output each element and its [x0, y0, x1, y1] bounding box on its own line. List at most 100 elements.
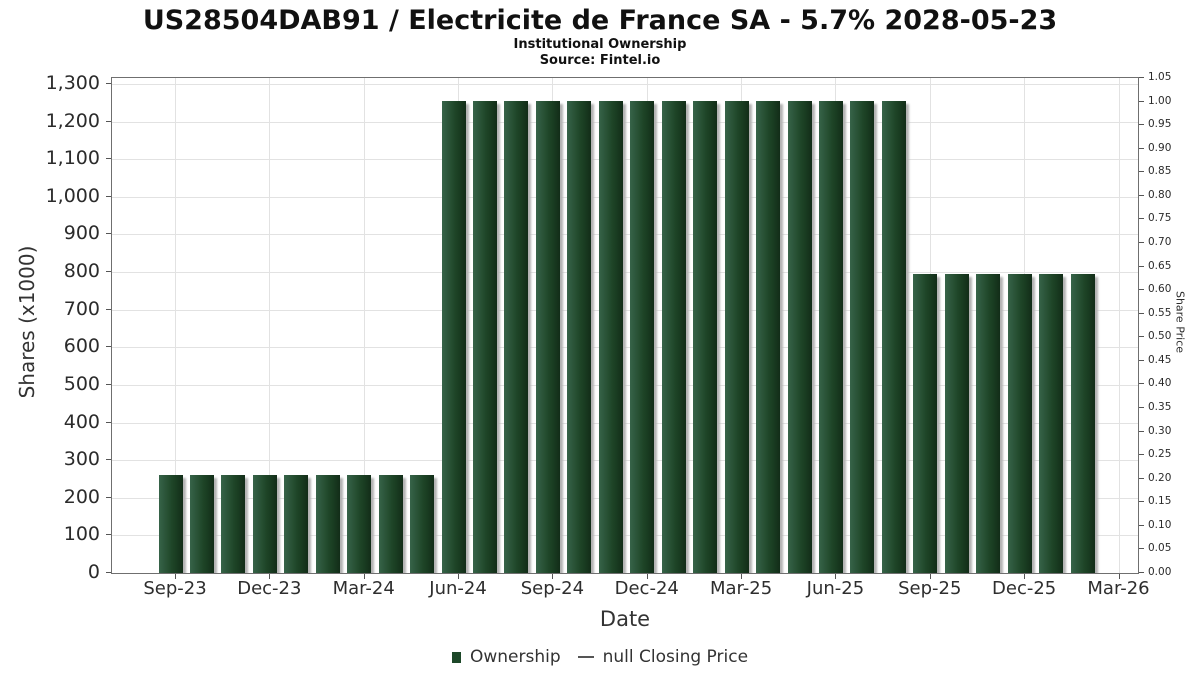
y2-axis-tick: [1139, 383, 1144, 385]
grid-line-horizontal: [112, 159, 1138, 161]
grid-line-horizontal: [112, 460, 1138, 462]
y2-axis-tick: [1139, 124, 1144, 126]
y-tick-label: 500: [63, 372, 100, 395]
ownership-bar: [158, 475, 183, 573]
x-tick-label: Jun-25: [806, 578, 865, 599]
grid-line-vertical: [175, 78, 176, 573]
y2-axis-tick: [1139, 454, 1144, 456]
ownership-bar: [189, 475, 214, 573]
y-axis-tick: [106, 421, 111, 423]
x-axis-tick: [175, 574, 176, 579]
ownership-bar: [976, 273, 1001, 573]
y2-axis-tick: [1139, 359, 1144, 361]
y2-axis-tick: [1139, 548, 1144, 550]
ownership-bar: [473, 100, 497, 573]
x-tick-label: Mar-26: [1087, 578, 1150, 599]
ownership-bar: [850, 100, 875, 573]
grid-line-vertical: [269, 78, 271, 573]
y2-tick-label: 0.10: [1148, 518, 1172, 531]
x-tick-label: Dec-25: [992, 578, 1057, 599]
ownership-bar: [504, 100, 529, 573]
grid-line-horizontal: [112, 497, 1138, 499]
y-axis-tick: [106, 383, 111, 385]
y2-axis-tick: [1139, 100, 1144, 102]
y2-axis-tick: [1139, 572, 1144, 573]
x-axis-tick: [458, 574, 460, 579]
y2-axis-tick: [1139, 194, 1144, 196]
y-axis-tick: [106, 83, 111, 85]
y2-tick-label: 0.35: [1148, 401, 1172, 413]
x-axis-tick: [1024, 574, 1026, 579]
x-tick-label: Dec-24: [614, 578, 679, 599]
y2-tick-label: 0.90: [1148, 141, 1172, 154]
plot-area: [111, 77, 1139, 574]
y-tick-label: 100: [63, 523, 100, 546]
grid-line-horizontal: [112, 535, 1138, 537]
ownership-bar: [284, 475, 309, 573]
y2-tick-label: 0.95: [1148, 118, 1172, 131]
y2-tick-label: 0.60: [1148, 283, 1172, 296]
ownership-bar: [535, 100, 560, 573]
y2-tick-label: 0.05: [1148, 542, 1172, 555]
y-axis-tick: [106, 534, 111, 536]
x-axis-tick: [552, 574, 554, 579]
y2-tick-label: 0.70: [1148, 236, 1172, 248]
ownership-bar: [378, 475, 403, 573]
y-axis-tick: [106, 572, 111, 573]
y2-tick-label: 0.75: [1148, 212, 1172, 225]
ownership-bar: [1039, 273, 1064, 573]
y-tick-label: 200: [63, 485, 100, 508]
chart-title: US28504DAB91 / Electricite de France SA …: [142, 5, 1058, 36]
y-tick-label: 300: [63, 448, 100, 471]
grid-line-vertical: [363, 78, 365, 573]
y-tick-label: 800: [63, 260, 100, 283]
y-tick-label: 700: [63, 297, 100, 320]
y-tick-label: 1,300: [45, 72, 100, 95]
x-tick-label: Dec-23: [237, 578, 302, 599]
ownership-bar: [252, 475, 277, 573]
ownership-bar: [598, 100, 623, 573]
legend: Ownership null Closing Price: [0, 644, 1200, 670]
ownership-bar: [567, 100, 592, 573]
chart-subtitle: Institutional Ownership: [513, 37, 687, 52]
x-axis-tick: [363, 574, 365, 579]
x-tick-label: Sep-24: [520, 578, 585, 599]
y-axis-tick: [106, 120, 111, 122]
y2-axis-tick: [1139, 218, 1144, 220]
y-axis-tick: [106, 459, 111, 461]
y-axis-tick: [106, 195, 111, 197]
y-axis-tick: [106, 271, 111, 273]
ownership-bar: [347, 475, 372, 573]
x-tick-label: Mar-25: [709, 578, 773, 599]
x-tick-label: Jun-24: [429, 578, 487, 599]
grid-line-horizontal: [112, 309, 1138, 311]
y2-tick-label: 0.65: [1148, 259, 1172, 272]
y2-tick-label: 0.50: [1148, 330, 1172, 343]
y-axis-tick: [106, 233, 111, 235]
y2-tick-label: 0.45: [1148, 353, 1172, 366]
y2-axis-tick: [1139, 501, 1144, 503]
ownership-bar: [693, 100, 718, 573]
chart-source-label: Source: Fintel.io: [539, 53, 661, 68]
y2-tick-label: 0.55: [1148, 306, 1172, 319]
y2-axis-tick: [1139, 289, 1144, 291]
y2-tick-label: 0.30: [1148, 424, 1172, 437]
y-tick-label: 1,200: [45, 109, 100, 132]
y2-tick-label: 0.40: [1148, 377, 1172, 390]
x-tick-label: Mar-24: [332, 578, 395, 599]
grid-line-horizontal: [112, 272, 1138, 274]
y-axis-tick: [106, 308, 111, 310]
legend-ownership-marker-icon: [451, 651, 461, 663]
grid-line-horizontal: [112, 121, 1138, 123]
y-axis-tick: [106, 496, 111, 498]
ownership-bar: [913, 273, 938, 573]
x-axis-tick: [835, 574, 837, 579]
grid-line-horizontal: [112, 196, 1138, 198]
y2-tick-label: 1.00: [1148, 94, 1172, 107]
grid-line-horizontal: [112, 422, 1138, 424]
ownership-bar: [1007, 273, 1032, 573]
y-axis-title-share-price: Share Price: [1173, 290, 1187, 354]
ownership-bar: [410, 475, 435, 573]
x-axis-tick: [929, 574, 931, 579]
ownership-bar: [818, 100, 843, 573]
